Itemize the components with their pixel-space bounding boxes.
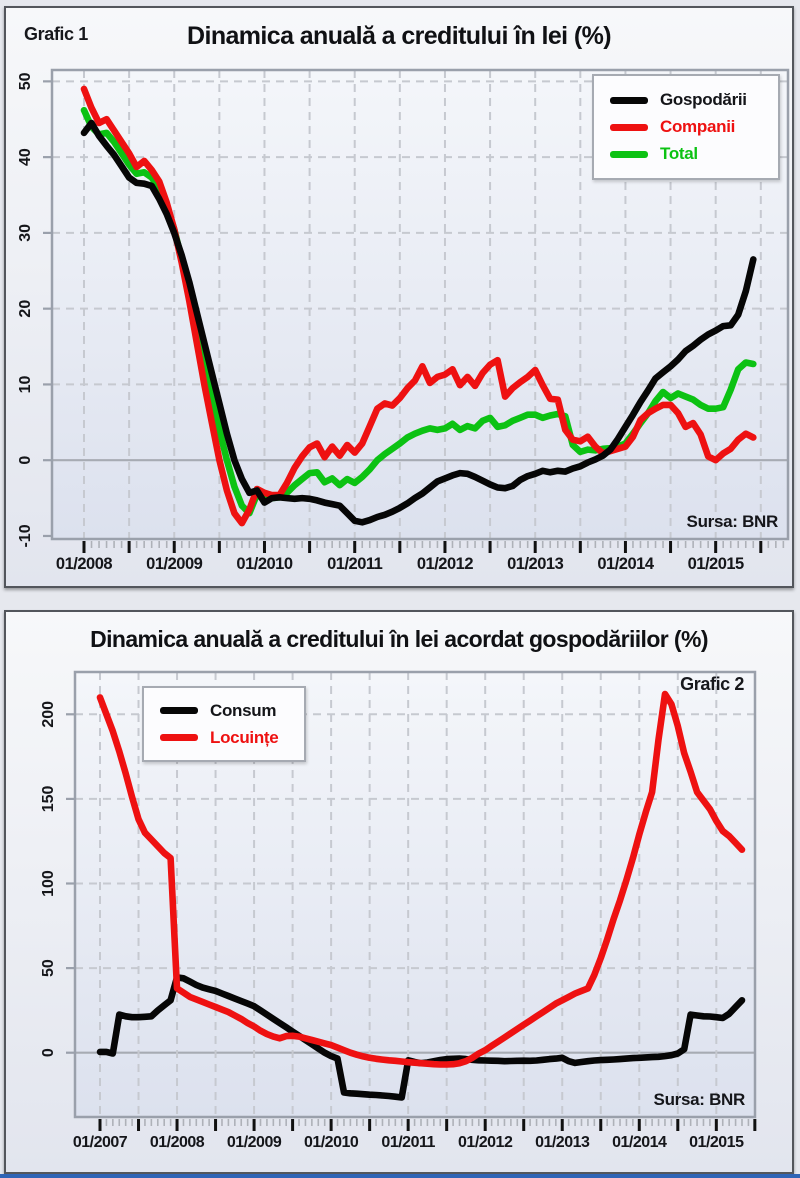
legend-label-locuinte: Locuințe bbox=[210, 727, 279, 747]
legend-label-gospodarii: Gospodării bbox=[660, 90, 747, 109]
legend-swatch-gospodarii bbox=[610, 96, 648, 104]
source-label: Sursa: BNR bbox=[654, 1090, 745, 1109]
grafic-1-label: Grafic 1 bbox=[24, 24, 88, 44]
y-tick-label: 0 bbox=[40, 1048, 57, 1057]
grafic-2-legend-item-1: Locuințe bbox=[160, 728, 288, 748]
gridlines-group bbox=[52, 70, 788, 539]
grafic-2-title: Dinamica anuală a creditului în lei acor… bbox=[90, 626, 708, 652]
x-tick-label: 01/2011 bbox=[327, 555, 383, 573]
axis-labels-group: 01/2007 01/2008 01/2009 01/2010 01/2011 01/20… bbox=[40, 701, 745, 1151]
x-tick-label: 01/2011 bbox=[381, 1134, 435, 1151]
x-tick-label: 01/2007 bbox=[73, 1134, 128, 1151]
grafic-1-legend-item-0: Gospodării bbox=[610, 90, 762, 110]
legend-label-total: Total bbox=[660, 144, 698, 163]
x-tick-label: 01/2013 bbox=[535, 1134, 590, 1151]
legend-swatch-total bbox=[610, 150, 648, 158]
series-line-gospodrii bbox=[80, 119, 757, 526]
x-tick-label: 01/2015 bbox=[688, 555, 744, 573]
y-tick-label: 50 bbox=[17, 72, 34, 90]
grafic-2-legend: Consum Locuințe bbox=[142, 686, 306, 762]
y-tick-label: 20 bbox=[17, 300, 34, 318]
source-label: Sursa: BNR bbox=[687, 512, 778, 531]
grafic-1-panel: 01/2008 01/2009 01/2010 01/2011 01/2012 01/20… bbox=[4, 6, 794, 588]
y-tick-label: 10 bbox=[17, 375, 34, 393]
axis-labels-group: 01/2008 01/2009 01/2010 01/2011 01/2012 01/20… bbox=[17, 72, 745, 573]
legend-label-consum: Consum bbox=[210, 700, 277, 720]
y-tick-label: 30 bbox=[17, 224, 34, 242]
x-tick-label: 01/2010 bbox=[304, 1134, 359, 1151]
grafic-2-legend-item-0: Consum bbox=[160, 701, 288, 721]
legend-swatch-locuinte bbox=[160, 734, 198, 741]
grafic-1-legend-item-1: Companii bbox=[610, 117, 762, 137]
y-tick-label: 200 bbox=[40, 701, 57, 728]
x-tick-label: 01/2012 bbox=[417, 555, 473, 573]
series-line-companii bbox=[80, 85, 757, 527]
x-tick-label: 01/2012 bbox=[458, 1134, 513, 1151]
legend-swatch-companii bbox=[610, 123, 648, 131]
gridlines-group bbox=[75, 672, 755, 1117]
y-tick-label: 40 bbox=[17, 148, 34, 166]
plot-border bbox=[73, 670, 757, 1119]
y-tick-label: 50 bbox=[40, 959, 57, 977]
plot-border bbox=[50, 68, 790, 541]
x-tick-label: 01/2008 bbox=[56, 555, 112, 573]
series-group bbox=[96, 690, 746, 1101]
y-tick-label: -10 bbox=[17, 524, 34, 547]
grafic-1-legend: Gospodării Companii Total bbox=[592, 74, 780, 180]
y-tick-label: 100 bbox=[40, 870, 57, 897]
axis-ticks-group bbox=[66, 713, 757, 1131]
x-tick-label: 01/2009 bbox=[146, 555, 202, 573]
bottom-accent-bar bbox=[0, 1174, 800, 1178]
x-tick-label: 01/2010 bbox=[236, 555, 292, 573]
legend-label-companii: Companii bbox=[660, 117, 736, 136]
grafic-2-panel: 01/2007 01/2008 01/2009 01/2010 01/2011 01/20… bbox=[4, 610, 794, 1174]
legend-swatch-consum bbox=[160, 707, 198, 714]
y-tick-label: 0 bbox=[17, 456, 34, 465]
axis-ticks-group bbox=[43, 80, 785, 553]
series-group bbox=[80, 85, 757, 527]
grafic-1-legend-item-2: Total bbox=[610, 144, 762, 164]
x-tick-label: 01/2014 bbox=[597, 555, 654, 573]
grafic-2-label: Grafic 2 bbox=[680, 674, 744, 694]
x-tick-label: 01/2009 bbox=[227, 1134, 282, 1151]
x-tick-label: 01/2013 bbox=[507, 555, 563, 573]
x-tick-label: 01/2015 bbox=[689, 1134, 744, 1151]
grafic-1-title: Dinamica anuală a creditului în lei (%) bbox=[187, 22, 612, 50]
grafic-2-chart: 01/2007 01/2008 01/2009 01/2010 01/2011 01/20… bbox=[40, 670, 757, 1151]
x-tick-label: 01/2014 bbox=[612, 1134, 667, 1151]
series-line-locuine bbox=[96, 690, 746, 1068]
x-tick-label: 01/2008 bbox=[150, 1134, 205, 1151]
y-tick-label: 150 bbox=[40, 785, 57, 812]
